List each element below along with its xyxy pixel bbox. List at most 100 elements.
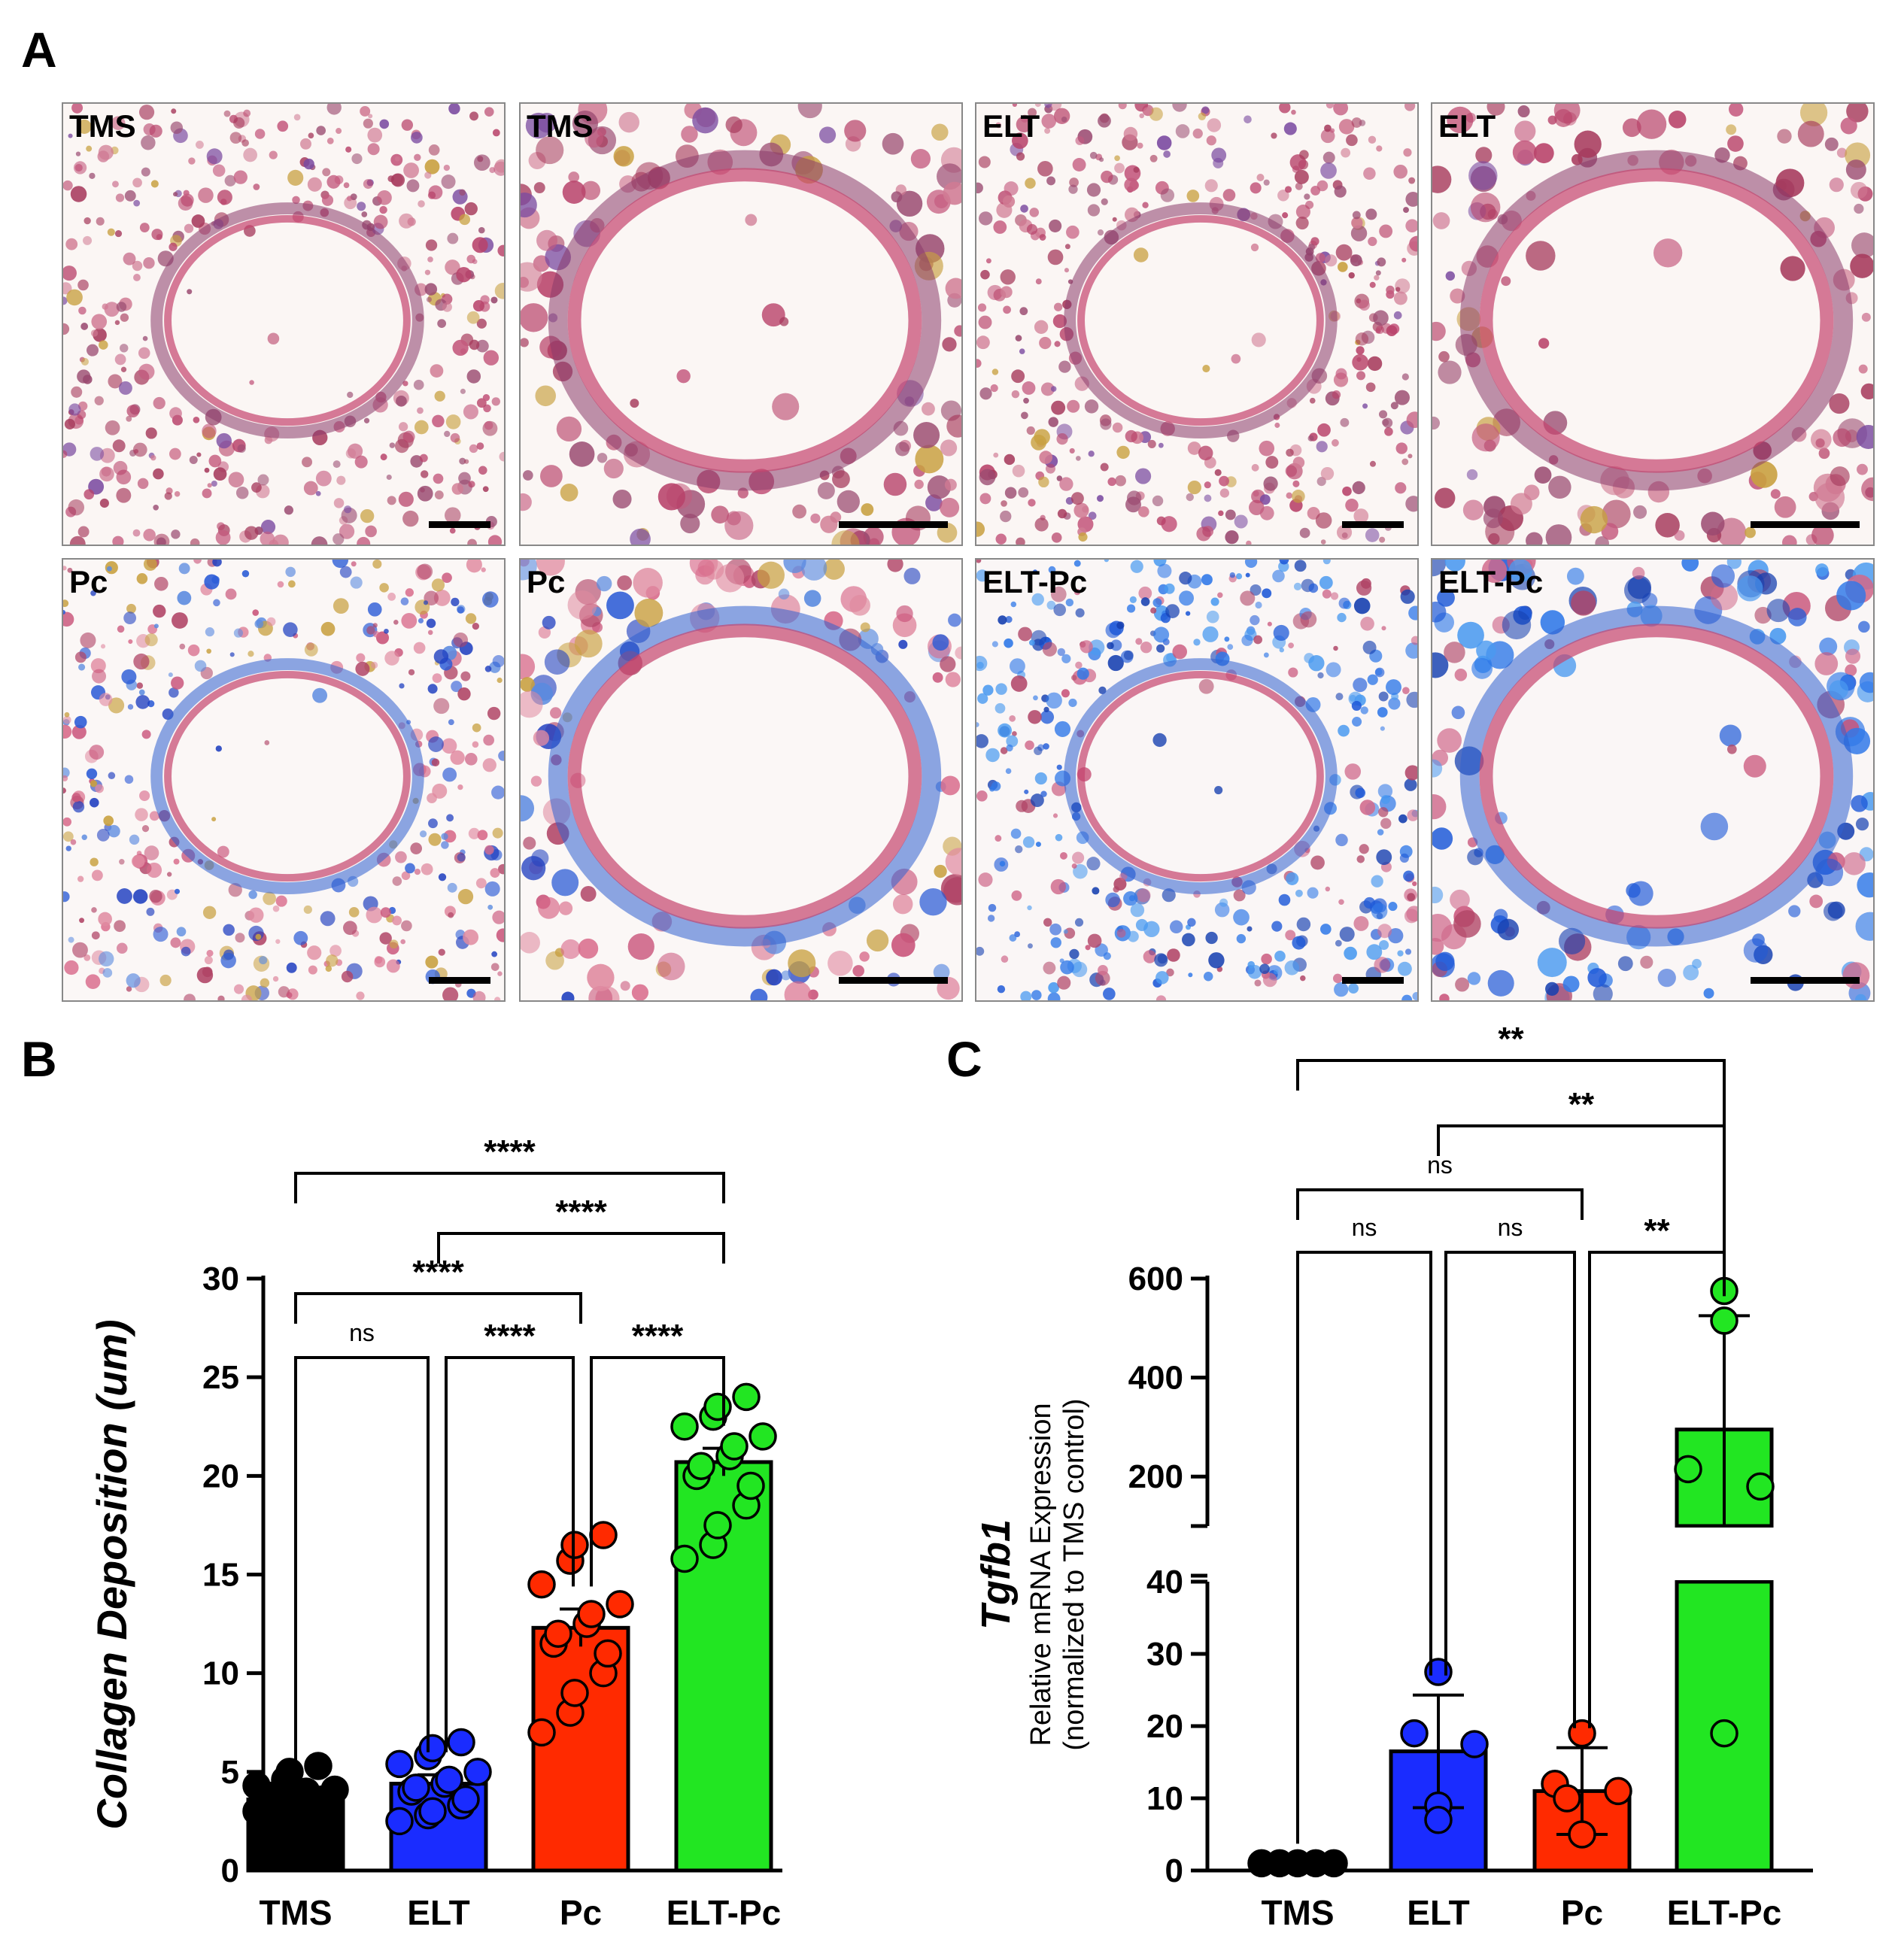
significance-label: **** [555, 1194, 607, 1230]
tissue-image [521, 104, 961, 545]
tgfb1-chart: 0 10 20 30 40 200 400 600 Tgfb1 Relative mRNA Exp… [973, 1021, 1813, 1932]
data-point [736, 1471, 765, 1500]
tile-label: ELT-Pc [982, 564, 1088, 599]
scale-bar [839, 977, 948, 984]
histology-tile: Pc [519, 558, 963, 1002]
data-point [1604, 1776, 1632, 1806]
histology-tile: ELT [1431, 102, 1875, 546]
tile-label: TMS [527, 108, 594, 144]
x-tick-label: ELT-Pc [1667, 1893, 1782, 1932]
comparison-bracket [294, 1356, 430, 1771]
tissue-image [976, 104, 1417, 545]
scale-bar [839, 521, 948, 528]
tile-label: ELT [1438, 108, 1496, 144]
data-point [670, 1544, 699, 1573]
data-point [1460, 1730, 1489, 1758]
data-point [418, 1734, 447, 1763]
x-tick-label: TMS [259, 1893, 332, 1932]
data-point [544, 1619, 572, 1648]
scale-bar [429, 521, 490, 528]
data-point [670, 1412, 699, 1441]
data-point [275, 1758, 304, 1786]
data-point [1746, 1472, 1775, 1501]
histology-tile: ELT-Pc [1431, 558, 1875, 1002]
data-point [1674, 1455, 1702, 1484]
histology-tile: TMS [519, 102, 963, 546]
data-point [687, 1452, 715, 1480]
tissue-image [1432, 560, 1873, 1000]
data-point [1553, 1784, 1581, 1813]
y-tick-label: 200 [1128, 1458, 1183, 1495]
y-tick-label: 600 [1128, 1261, 1183, 1297]
y-axis-label: Collagen Deposition (um) [88, 1319, 135, 1829]
y-axis-gene-label: Tgfb1 [973, 1519, 1019, 1630]
comparison-bracket [445, 1356, 575, 1752]
data-point [703, 1511, 732, 1540]
bar [531, 1625, 630, 1873]
histology-tile: ELT [975, 102, 1419, 546]
significance-label: ns [1427, 1151, 1453, 1179]
x-tick-label: Pc [560, 1893, 602, 1932]
data-point [292, 1777, 320, 1806]
panel-label-a: A [21, 22, 57, 77]
significance-label: ns [1498, 1214, 1523, 1241]
data-point [463, 1758, 492, 1786]
y-tick-label: 15 [202, 1557, 239, 1594]
significance-label: **** [484, 1133, 536, 1170]
y-tick-label: 30 [202, 1261, 239, 1297]
comparison-bracket [1444, 1251, 1576, 1728]
data-point [749, 1422, 777, 1451]
comparison-bracket [1296, 1188, 1584, 1220]
panel-label-c: C [946, 1031, 982, 1087]
significance-label: ** [1568, 1086, 1595, 1123]
comparison-bracket [590, 1356, 725, 1587]
tissue-image [63, 104, 504, 545]
data-point [304, 1752, 333, 1780]
data-point [402, 1773, 430, 1802]
data-point [320, 1775, 349, 1804]
tissue-image [976, 560, 1417, 1000]
histology-tile: TMS [62, 102, 506, 546]
x-tick-label: Pc [1561, 1893, 1603, 1932]
y-tick-label: 20 [202, 1458, 239, 1494]
data-point [1568, 1820, 1596, 1849]
significance-label: ** [1644, 1212, 1670, 1249]
tile-label: Pc [527, 564, 566, 599]
y-tick-label: 400 [1128, 1360, 1183, 1397]
tissue-image [63, 560, 504, 1000]
data-point [242, 1771, 271, 1800]
data-point [606, 1590, 634, 1619]
comparison-bracket [1296, 1251, 1432, 1844]
data-point [418, 1797, 447, 1826]
histology-tile: ELT-Pc [975, 558, 1419, 1002]
tissue-image [1432, 104, 1873, 545]
x-tick-label: ELT-Pc [667, 1893, 782, 1932]
data-point [589, 1521, 618, 1549]
data-point [447, 1728, 475, 1757]
comparison-bracket [294, 1292, 582, 1324]
collagen-chart: 0 5 10 15 20 25 30 Collagen Deposition (um) TMS E… [88, 1133, 782, 1932]
y-tick-label: 0 [221, 1852, 239, 1889]
y-tick-label: 10 [202, 1655, 239, 1692]
data-point [560, 1679, 589, 1707]
y-tick-label: 40 [1146, 1564, 1183, 1600]
x-tick-label: ELT [407, 1893, 469, 1932]
y-axis-label-sub: (normalized to TMS control) [1058, 1398, 1090, 1750]
data-point [1710, 1306, 1739, 1335]
data-point [385, 1807, 414, 1836]
tile-label: ELT-Pc [1438, 564, 1544, 599]
data-point [594, 1639, 622, 1668]
tile-label: TMS [69, 108, 136, 144]
data-point [1400, 1719, 1429, 1748]
y-tick-label: 30 [1146, 1636, 1183, 1673]
data-point [1424, 1806, 1453, 1834]
significance-label: **** [484, 1318, 536, 1355]
data-point [703, 1392, 732, 1421]
significance-label: ns [349, 1319, 375, 1346]
scale-bar [1342, 977, 1404, 984]
data-point [720, 1432, 749, 1461]
tile-label: ELT [982, 108, 1040, 144]
histology-tile: Pc [62, 558, 506, 1002]
data-point [435, 1765, 463, 1795]
scale-bar [1342, 521, 1404, 528]
